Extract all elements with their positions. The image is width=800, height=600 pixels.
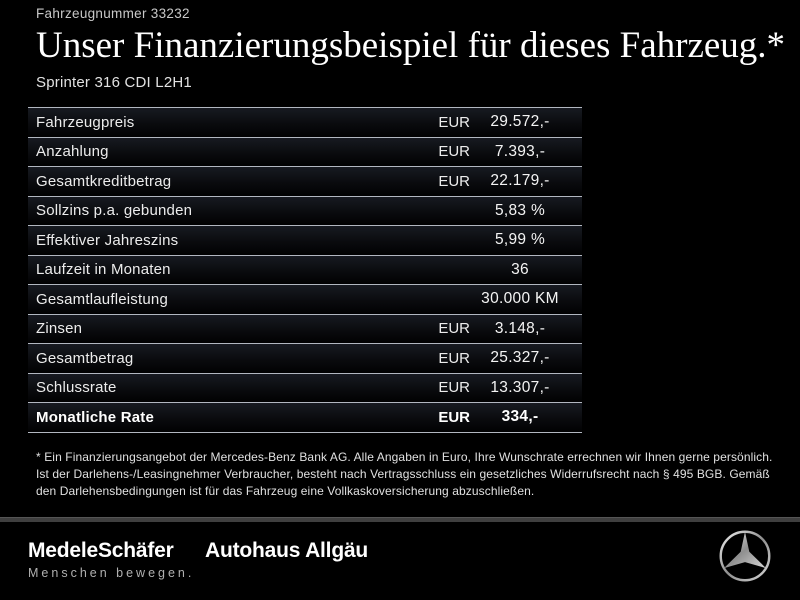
row-value: 334,- — [501, 408, 539, 426]
row-label: Laufzeit in Monaten — [36, 261, 171, 279]
row-label: Monatliche Rate — [36, 408, 155, 426]
header: Fahrzeugnummer 33232 Unser Finanzierungs… — [36, 6, 786, 91]
table-row: Schlussrate EUR 13.307,- — [28, 372, 582, 402]
row-currency: EUR — [438, 113, 470, 131]
row-value: 3.148,- — [494, 319, 546, 337]
row-value: 22.179,- — [490, 172, 550, 190]
footer-divider — [0, 517, 800, 523]
vehicle-number: Fahrzeugnummer 33232 — [36, 6, 190, 21]
row-label: Gesamtkreditbetrag — [36, 172, 172, 190]
row-label: Anzahlung — [36, 143, 109, 161]
row-currency: EUR — [438, 143, 470, 161]
footer: MedeleSchäfer Menschen bewegen. Autohaus… — [0, 522, 800, 600]
financing-disclaimer: * Ein Finanzierungsangebot der Mercedes-… — [36, 450, 773, 498]
row-label: Gesamtbetrag — [36, 349, 134, 367]
finance-table: Fahrzeugpreis EUR 29.572,- Anzahlung EUR… — [28, 107, 582, 433]
row-value: 5,83 % — [494, 201, 546, 219]
row-currency: EUR — [438, 172, 470, 190]
row-label: Gesamtlaufleistung — [36, 290, 169, 308]
table-row: Zinsen EUR 3.148,- — [28, 313, 582, 343]
row-currency: EUR — [438, 349, 470, 367]
table-row: Sollzins p.a. gebunden 5,83 % — [28, 195, 582, 225]
row-value: 5,99 % — [494, 231, 546, 249]
table-row: Gesamtlaufleistung 30.000 KM — [28, 284, 582, 314]
vehicle-model: Sprinter 316 CDI L2H1 — [36, 74, 192, 91]
row-currency: EUR — [438, 408, 470, 426]
row-value: 13.307,- — [490, 378, 550, 396]
row-currency: EUR — [438, 379, 470, 397]
table-row: Monatliche Rate EUR 334,- — [28, 402, 582, 432]
row-label: Sollzins p.a. gebunden — [36, 202, 193, 220]
mercedes-star-icon — [719, 530, 771, 582]
table-row: Laufzeit in Monaten 36 — [28, 254, 582, 284]
row-value: 7.393,- — [494, 142, 546, 160]
dealer-logo: MedeleSchäfer — [28, 539, 174, 562]
table-row: Fahrzeugpreis EUR 29.572,- — [28, 107, 582, 137]
dealer-branch-logo: Autohaus Allgäu — [205, 539, 369, 562]
table-row: Gesamtkreditbetrag EUR 22.179,- — [28, 166, 582, 196]
row-label: Effektiver Jahreszins — [36, 231, 179, 249]
page-title: Unser Finanzierungsbeispiel für dieses F… — [36, 25, 786, 66]
dealer-tagline: Menschen bewegen. — [28, 566, 195, 580]
table-row: Gesamtbetrag EUR 25.327,- — [28, 343, 582, 373]
row-currency: EUR — [438, 320, 470, 338]
row-label: Schlussrate — [36, 379, 117, 397]
row-value: 30.000 KM — [481, 290, 559, 308]
table-row: Anzahlung EUR 7.393,- — [28, 136, 582, 166]
table-row: Effektiver Jahreszins 5,99 % — [28, 225, 582, 255]
row-value: 25.327,- — [490, 349, 550, 367]
row-label: Zinsen — [36, 320, 83, 338]
row-label: Fahrzeugpreis — [36, 113, 135, 131]
row-value: 29.572,- — [490, 113, 550, 131]
row-value: 36 — [511, 260, 529, 278]
